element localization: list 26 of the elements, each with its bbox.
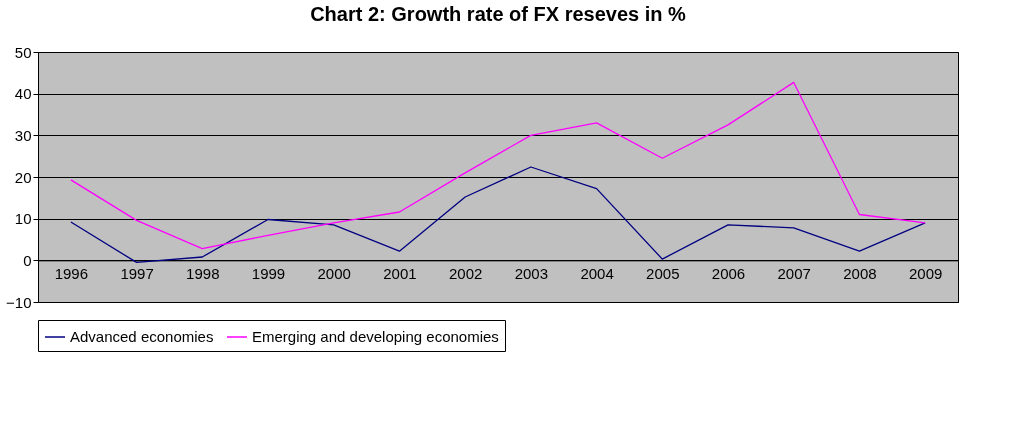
x-tick-label: 1999 [251,264,286,282]
y-tick-label: 50 [14,43,32,61]
legend-label: Advanced economies [70,328,214,345]
x-tick-label: 1996 [54,264,89,282]
legend-label: Emerging and developing economies [252,328,499,345]
x-tick-label: 2000 [317,264,351,282]
y-tick-label: 0 [23,251,32,269]
y-tick-label: 20 [14,168,32,186]
line-series [70,81,926,250]
y-tick-label: 40 [14,85,32,103]
y-tick-label: −10 [6,293,32,311]
chart-title: Chart 2: Growth rate of FX reseves in % [310,3,687,25]
x-tick-label: 2008 [843,264,877,282]
x-tick-label: 2009 [908,264,943,282]
y-tick-label: 30 [14,126,32,144]
line-series [70,166,926,264]
y-tick-label: 10 [14,210,32,228]
x-tick-label: 2005 [646,264,680,282]
x-tick-label: 2006 [711,264,746,282]
x-tick-label: 1997 [120,264,154,282]
x-tick-label: 2002 [448,264,483,282]
x-tick-label: 2001 [383,264,417,282]
x-tick-label: 1998 [186,264,220,282]
x-tick-label: 2003 [514,264,549,282]
x-tick-label: 2007 [777,264,811,282]
x-tick-label: 2004 [580,264,614,282]
